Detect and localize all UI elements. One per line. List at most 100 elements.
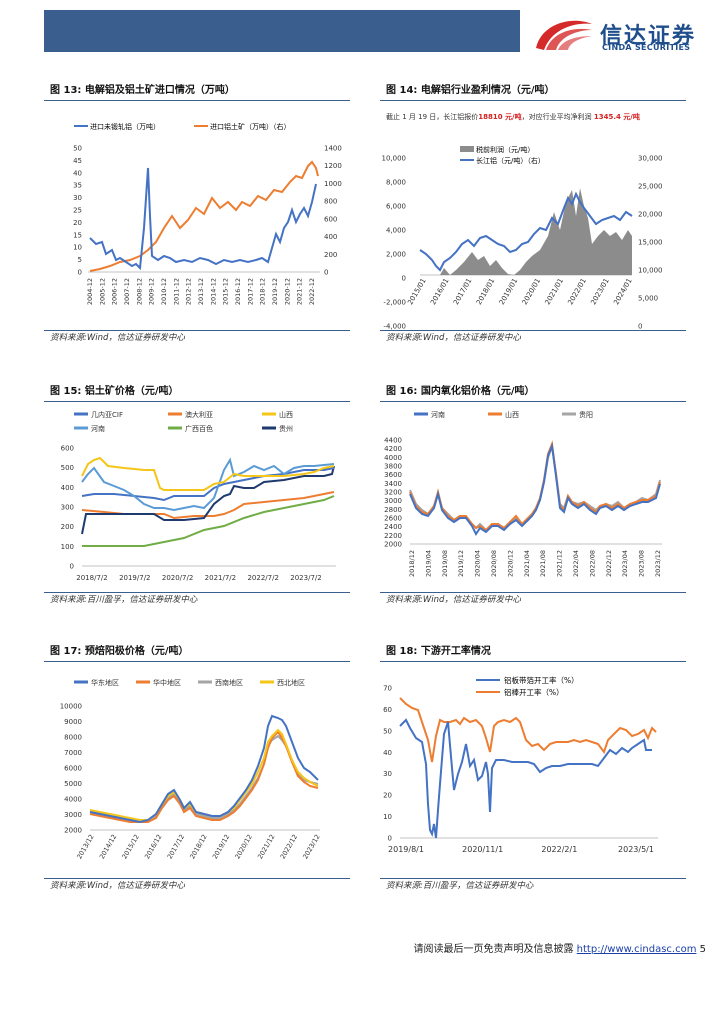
y-tick-label: 3600: [384, 471, 402, 479]
y-axis-right: 30,000 25,000 20,000 15,000 10,000 5,000 0: [638, 155, 663, 331]
y-tick-label: 2000: [64, 827, 82, 835]
y-tick-label: 100: [61, 543, 74, 551]
legend-label: 澳大利亚: [185, 410, 213, 419]
x-tick-label: 2004-12: [86, 278, 94, 305]
series-guinea-cif: [81, 467, 335, 502]
y-tick-label: 200: [61, 523, 74, 531]
figure-caption: 下游开工率情况: [420, 646, 491, 657]
y-tick-label: 50: [383, 727, 392, 735]
x-tick-label: 2021-12: [296, 278, 304, 305]
x-tick-label: 2019/12: [211, 833, 231, 860]
y-tick-label: 400: [61, 484, 74, 492]
y-axis-left: 10,000 8,000 6,000 4,000 2,000 0 -2,000 -4,000: [382, 155, 407, 331]
x-tick-label: 2012-12: [185, 278, 193, 305]
x-tick-label: 2005-12: [98, 278, 106, 305]
y-tick-label: 4200: [384, 445, 402, 453]
y-tick-label: 45: [73, 157, 82, 165]
legend-label: 进口未锻轧铝（万吨）: [90, 122, 160, 131]
y-tick-label: 50: [73, 145, 82, 153]
y-tick-label: 0: [70, 563, 74, 571]
x-tick-label: 2022/12: [605, 550, 613, 577]
x-tick-label: 2021/7/2: [205, 574, 236, 582]
x-tick-label: 2018/12: [408, 550, 416, 577]
chart-13: 进口未锻轧铝（万吨） 进口铝土矿（万吨）（右） 5045403530252015…: [73, 122, 342, 305]
note-text: ，对应行业平均净利润: [521, 113, 592, 121]
legend-label: 铝棒开工率（%）: [504, 687, 564, 697]
series-henan: [81, 457, 335, 512]
y-tick-label: 4400: [384, 437, 402, 445]
x-tick-label: 2014-12: [209, 278, 217, 305]
figure-label: 图 14:: [386, 85, 418, 96]
figure-16-source: 资料来源:Wind，信达证券研发中心: [380, 592, 686, 607]
x-tick-label: 2020/11/1: [462, 845, 503, 854]
y-tick-label: 4000: [64, 796, 82, 804]
x-tick-label: 2024/01: [612, 277, 633, 306]
y-tick-label: 2,000: [386, 251, 406, 259]
figure-caption: 国内氧化铝价格（元/吨）: [420, 386, 535, 397]
x-tick-label: 2019-12: [271, 278, 279, 305]
x-tick-label: 2020/08: [490, 550, 498, 577]
disclaimer-text: 请阅读最后一页免责声明及信息披露: [413, 944, 574, 955]
x-axis: 2013/12 2014/12 2015/12 2016/12 2017/12 2018/…: [75, 833, 321, 860]
y-tick-label: 300: [61, 504, 74, 512]
legend-label: 山西: [505, 410, 519, 419]
x-tick-label: 2015/01: [406, 277, 427, 306]
legend-label: 河南: [91, 424, 105, 433]
figure-caption: 电解铝行业盈利情况（元/吨）: [420, 85, 555, 96]
x-tick-label: 2014/12: [98, 833, 118, 860]
y-tick-label: 35: [73, 182, 82, 190]
y-axis: 4400420040003800360034003200300028002600…: [384, 437, 402, 549]
figure-18-title: 图 18: 下游开工率情况: [380, 643, 686, 662]
figure-caption: 预焙阳极价格（元/吨）: [84, 646, 189, 657]
legend-label: 税前利润（元/吨）: [476, 145, 534, 154]
x-tick-label: 2020-12: [283, 278, 291, 305]
x-tick-label: 2006-12: [111, 278, 119, 305]
y-tick-label: 40: [383, 749, 392, 757]
y-tick-label: 8,000: [386, 179, 406, 187]
y-tick-label: 6,000: [386, 203, 406, 211]
y-tick-label: 8000: [64, 734, 82, 742]
note-profit: 1345.4 元/吨: [593, 113, 640, 121]
y-tick-label: 10: [73, 244, 82, 252]
y-tick-label: 4000: [384, 454, 402, 462]
x-tick-label: 2022-12: [308, 278, 316, 305]
y-tick-label: 3400: [384, 480, 402, 488]
y-tick-label: 20,000: [638, 211, 663, 219]
figure-14-note: 截止 1 月 19 日，长江铝报价18810 元/吨，对应行业平均净利润 134…: [386, 112, 640, 122]
brand-name-en: CINDA SECURITIES: [602, 43, 691, 52]
y-tick-label: 40: [73, 169, 82, 177]
legend-label: 华中地区: [153, 678, 181, 687]
y-axis: 600 500 400 300 200 100 0: [61, 445, 74, 571]
legend-label: 广西百色: [185, 424, 213, 433]
legend-label: 山西: [279, 410, 293, 419]
x-tick-label: 2023/7/2: [290, 574, 321, 582]
x-tick-label: 2022/08: [588, 550, 596, 577]
x-axis: 2018/12 2019/04 2019/08 2019/12 2020/04 2020/…: [408, 550, 662, 577]
x-axis: 2015/01 2016/01 2017/01 2018/01 2019/01 2020/…: [406, 277, 633, 306]
page-number: 5: [699, 944, 706, 955]
x-tick-label: 2013/12: [75, 833, 95, 860]
website-link[interactable]: http://www.cindasc.com: [576, 944, 697, 955]
y-tick-label: 1400: [324, 145, 342, 153]
x-tick-label: 2021/12: [556, 550, 564, 577]
legend-label: 铝板带箔开工率（%）: [504, 675, 579, 685]
figure-13-title: 图 13: 电解铝及铝土矿进口情况（万吨）: [44, 82, 350, 101]
legend-label: 华东地区: [91, 678, 119, 687]
y-tick-label: 10: [383, 813, 392, 821]
brand-name: 信达证券: [600, 24, 697, 49]
series-henan: [409, 442, 661, 536]
y-tick-label: 500: [61, 464, 74, 472]
x-tick-label: 2021/08: [539, 550, 547, 577]
x-tick-label: 2008-12: [135, 278, 143, 305]
x-tick-label: 2016/12: [143, 833, 163, 860]
y-tick-label: 3800: [384, 463, 402, 471]
legend-label: 西南地区: [215, 678, 243, 687]
x-tick-label: 2019/04: [424, 550, 432, 577]
figure-17-title: 图 17: 预焙阳极价格（元/吨）: [44, 643, 350, 662]
series-central: [89, 730, 319, 823]
figure-label: 图 13:: [50, 85, 82, 96]
y-tick-label: 400: [324, 233, 337, 241]
x-tick-label: 2022/04: [572, 550, 580, 577]
